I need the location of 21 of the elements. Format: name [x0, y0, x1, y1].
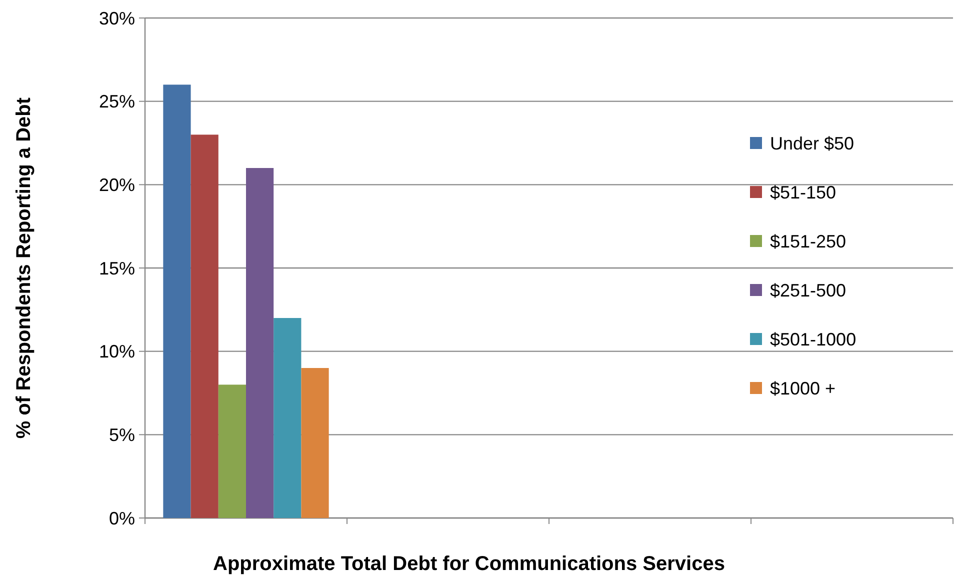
- y-tick-label: 10%: [98, 342, 135, 362]
- bar: [274, 318, 302, 518]
- y-axis-title: % of Respondents Reporting a Debt: [13, 97, 35, 439]
- legend-label: $251-500: [770, 280, 846, 300]
- legend-label: Under $50: [770, 133, 854, 154]
- bar: [301, 368, 329, 518]
- y-tick-label: 20%: [98, 174, 135, 195]
- legend-label: $51-150: [770, 182, 836, 202]
- legend-label: $151-250: [770, 231, 846, 252]
- bar: [190, 134, 218, 518]
- y-tick-label: 25%: [98, 92, 135, 112]
- legend-label: $501-1000: [770, 329, 856, 350]
- bar: [246, 168, 274, 518]
- legend-label: $1000 +: [770, 378, 836, 398]
- y-tick-label: 30%: [98, 8, 135, 28]
- x-axis-title: Approximate Total Debt for Communications Services: [213, 553, 725, 575]
- bar: [163, 84, 191, 518]
- y-tick-label: 5%: [108, 424, 135, 445]
- y-tick-label: 15%: [98, 258, 135, 278]
- bar: [218, 384, 246, 518]
- y-tick-label: 0%: [108, 508, 135, 528]
